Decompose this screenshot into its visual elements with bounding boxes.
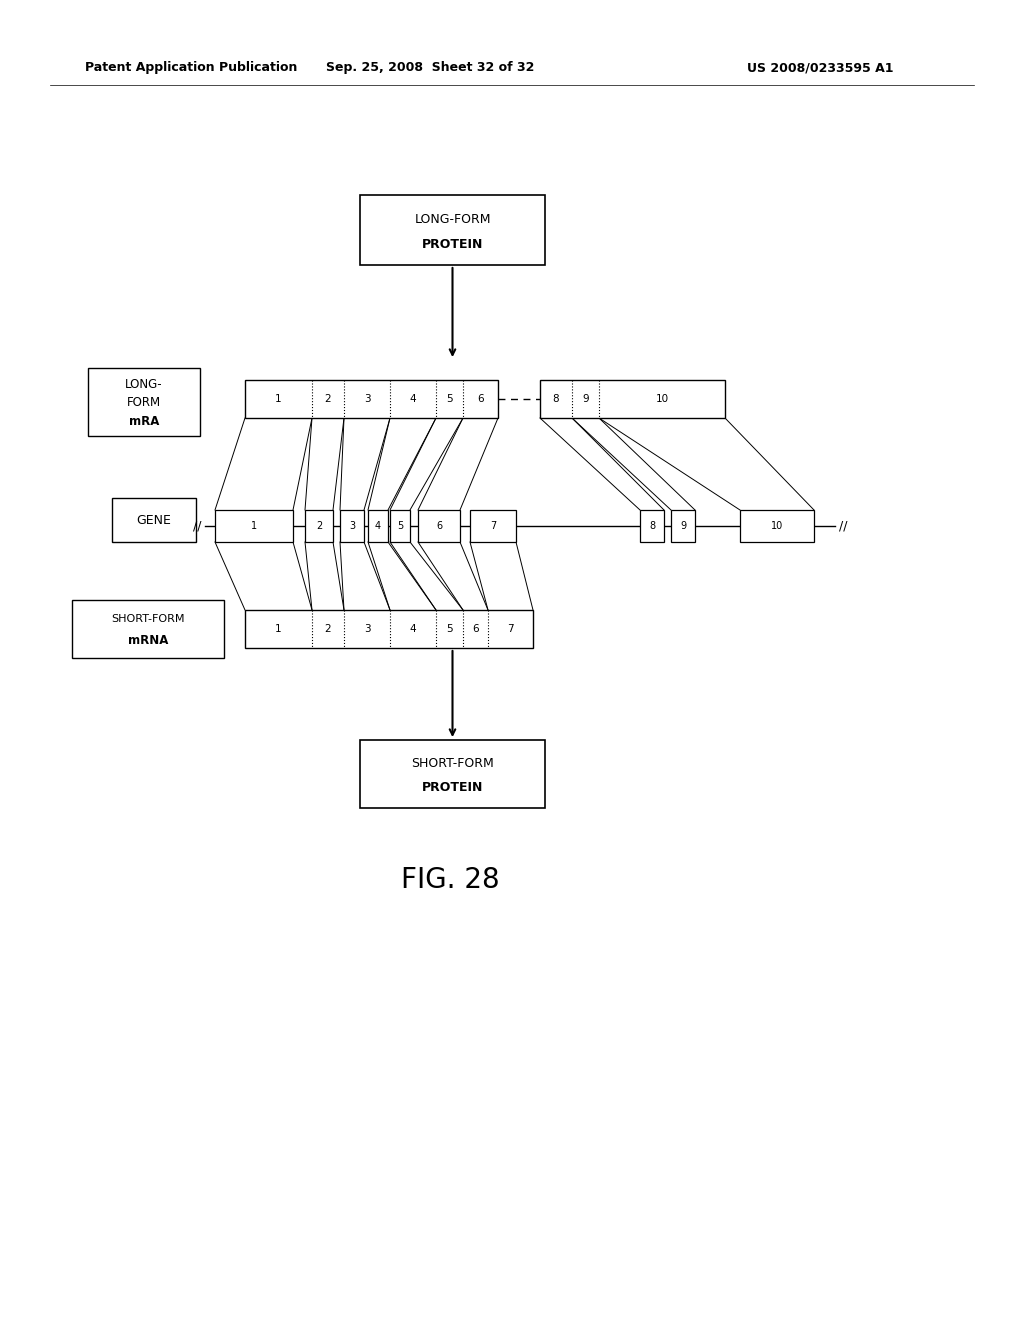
- Text: SHORT-FORM: SHORT-FORM: [112, 614, 184, 624]
- Text: FORM: FORM: [127, 396, 161, 408]
- Text: 6: 6: [472, 624, 479, 634]
- Text: 1: 1: [275, 624, 282, 634]
- Text: 8: 8: [649, 521, 655, 531]
- Text: //: //: [193, 520, 202, 532]
- Text: 7: 7: [489, 521, 496, 531]
- Text: 3: 3: [364, 393, 371, 404]
- Text: 7: 7: [507, 624, 514, 634]
- Text: //: //: [839, 520, 847, 532]
- Text: 10: 10: [655, 393, 669, 404]
- Text: 4: 4: [410, 393, 417, 404]
- Bar: [245, 380, 498, 418]
- Text: 3: 3: [349, 521, 355, 531]
- Text: Sep. 25, 2008  Sheet 32 of 32: Sep. 25, 2008 Sheet 32 of 32: [326, 62, 535, 74]
- Bar: [340, 510, 364, 543]
- Text: FIG. 28: FIG. 28: [400, 866, 500, 894]
- Text: 5: 5: [446, 393, 453, 404]
- Bar: [360, 195, 545, 265]
- Text: GENE: GENE: [136, 513, 171, 527]
- Bar: [88, 368, 200, 436]
- Text: 4: 4: [410, 624, 417, 634]
- Text: 8: 8: [553, 393, 559, 404]
- Bar: [418, 510, 460, 543]
- Text: PROTEIN: PROTEIN: [422, 781, 483, 795]
- Text: 1: 1: [275, 393, 282, 404]
- Text: 5: 5: [397, 521, 403, 531]
- Bar: [245, 610, 534, 648]
- Bar: [671, 510, 695, 543]
- Bar: [390, 510, 410, 543]
- Text: LONG-: LONG-: [125, 379, 163, 392]
- Text: PROTEIN: PROTEIN: [422, 238, 483, 251]
- Text: 2: 2: [325, 393, 332, 404]
- Bar: [540, 380, 725, 418]
- Text: 4: 4: [375, 521, 381, 531]
- Bar: [740, 510, 814, 543]
- Text: 10: 10: [771, 521, 783, 531]
- Bar: [640, 510, 664, 543]
- Bar: [470, 510, 516, 543]
- Bar: [215, 510, 293, 543]
- Bar: [72, 601, 224, 657]
- Text: 2: 2: [325, 624, 332, 634]
- Text: 6: 6: [436, 521, 442, 531]
- Text: 9: 9: [583, 393, 589, 404]
- Text: 5: 5: [446, 624, 453, 634]
- Bar: [360, 741, 545, 808]
- Bar: [305, 510, 333, 543]
- Text: mRNA: mRNA: [128, 634, 168, 647]
- Text: Patent Application Publication: Patent Application Publication: [85, 62, 297, 74]
- Text: LONG-FORM: LONG-FORM: [415, 213, 490, 226]
- Text: mRA: mRA: [129, 414, 159, 428]
- Bar: [368, 510, 388, 543]
- Text: 9: 9: [680, 521, 686, 531]
- Text: SHORT-FORM: SHORT-FORM: [411, 758, 494, 771]
- Bar: [112, 498, 196, 543]
- Text: US 2008/0233595 A1: US 2008/0233595 A1: [746, 62, 893, 74]
- Text: 6: 6: [477, 393, 483, 404]
- Text: 3: 3: [364, 624, 371, 634]
- Text: 2: 2: [315, 521, 323, 531]
- Text: 1: 1: [251, 521, 257, 531]
